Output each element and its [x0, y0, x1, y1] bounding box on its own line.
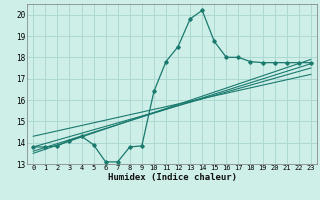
X-axis label: Humidex (Indice chaleur): Humidex (Indice chaleur)	[108, 173, 236, 182]
